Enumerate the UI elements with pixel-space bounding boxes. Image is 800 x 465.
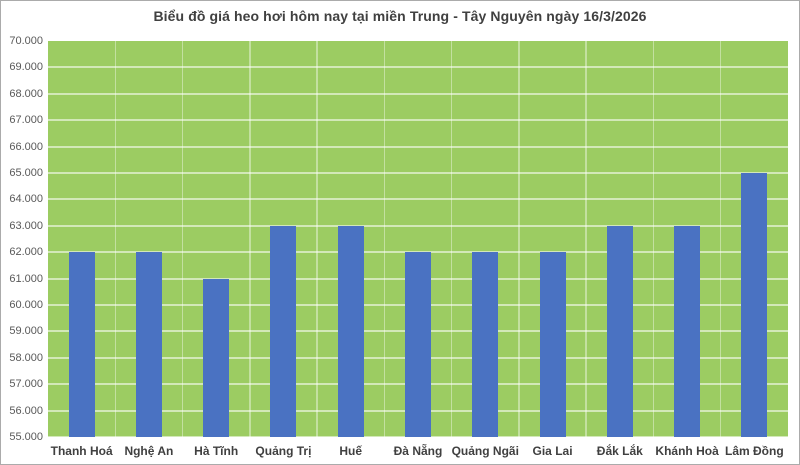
y-axis-tick-label: 70.000 [9, 35, 43, 47]
horizontal-gridline [48, 224, 788, 227]
x-axis-category-label: Đà Nẵng [393, 444, 443, 458]
y-axis-tick-label: 68.000 [9, 87, 43, 100]
bar-quảng-trị [270, 225, 297, 437]
x-axis-category-label: Nghệ An [124, 444, 174, 458]
x-axis-category-label: Khánh Hoà [655, 444, 719, 458]
y-axis-tick-label: 58.000 [9, 351, 43, 364]
bar-hà-tĩnh [203, 278, 230, 437]
y-axis-tick-label: 57.000 [9, 378, 43, 391]
vertical-gridline [518, 41, 520, 437]
y-axis-tick-label: 66.000 [9, 140, 43, 153]
x-axis-category-label: Quảng Ngãi [451, 444, 519, 458]
vertical-gridline [585, 41, 587, 437]
y-axis-tick-label: 55.000 [9, 431, 43, 443]
vertical-gridline [316, 41, 318, 437]
y-axis-tick-label: 69.000 [9, 61, 43, 74]
vertical-gridline [114, 41, 117, 437]
vertical-gridline [249, 41, 251, 437]
y-axis-tick-label: 67.000 [9, 114, 43, 127]
horizontal-gridline [48, 172, 788, 174]
bar-huế [337, 225, 364, 437]
y-axis-tick-label: 61.000 [9, 272, 43, 285]
bar-đắk-lắk [606, 225, 633, 437]
horizontal-gridline [48, 145, 788, 148]
vertical-gridline [181, 41, 184, 437]
horizontal-gridline [48, 436, 788, 438]
x-axis-category-label: Đắk Lắk [596, 444, 643, 458]
bar-gia-lai [539, 252, 566, 437]
y-axis-tick-label: 60.000 [9, 299, 43, 311]
horizontal-gridline [48, 66, 788, 69]
vertical-gridline [719, 41, 722, 437]
y-axis-tick-label: 64.000 [9, 193, 43, 206]
y-axis-tick-label: 59.000 [9, 325, 43, 338]
y-axis-tick-label: 62.000 [9, 246, 43, 259]
horizontal-gridline [48, 198, 788, 201]
bar-khánh-hoà [674, 225, 701, 437]
x-axis-category-label: Lâm Đồng [725, 444, 784, 458]
y-axis-tick-label: 63.000 [9, 219, 43, 232]
bar-quảng-ngãi [472, 252, 499, 437]
chart-title: Biểu đồ giá heo hơi hôm nay tại miền Tru… [153, 8, 647, 24]
x-axis-category-label: Hà Tĩnh [194, 444, 239, 458]
bar-thanh-hoá [68, 252, 95, 437]
x-axis-category-label: Thanh Hoá [50, 444, 113, 458]
vertical-gridline [450, 41, 453, 437]
vertical-gridline [652, 41, 655, 437]
y-axis-tick-label: 65.000 [9, 167, 43, 179]
bar-nghệ-an [135, 252, 162, 437]
plot-area [48, 41, 788, 438]
x-axis-category-label: Gia Lai [532, 444, 573, 458]
x-axis-category-label: Quảng Trị [255, 444, 312, 458]
bar-đà-nẵng [405, 252, 431, 437]
y-axis-tick-label: 56.000 [9, 404, 43, 417]
horizontal-gridline [48, 119, 788, 122]
horizontal-gridline [48, 92, 788, 95]
vertical-gridline [383, 41, 386, 437]
x-axis-category-label: Huế [339, 444, 363, 458]
bar-lâm-đồng [741, 173, 768, 437]
horizontal-gridline [48, 251, 788, 254]
